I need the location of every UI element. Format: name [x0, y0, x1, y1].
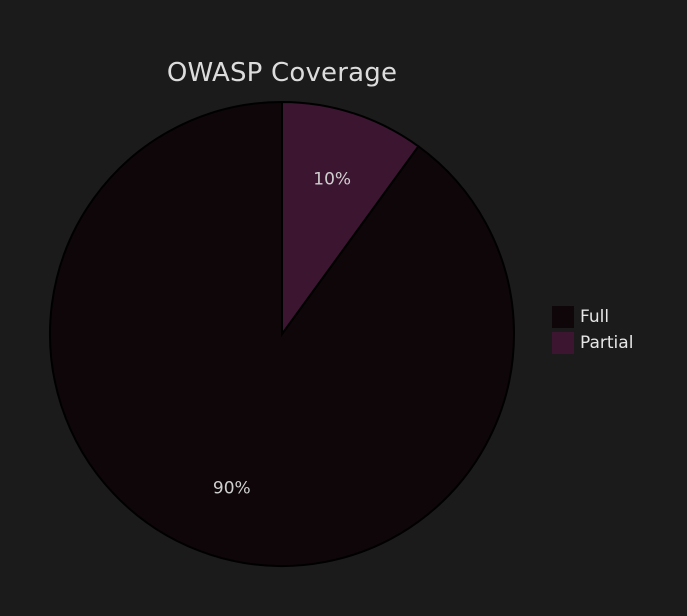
pie-slice-partial [281, 100, 420, 338]
legend-item-full: Full [552, 304, 633, 330]
legend-item-partial: Partial [552, 330, 633, 356]
legend-label-full: Full [580, 307, 610, 327]
slice-label-partial: 10% [313, 170, 351, 190]
slice-label-full: 90% [213, 478, 251, 498]
legend-label-partial: Partial [580, 333, 634, 353]
legend-swatch-full [552, 306, 574, 328]
chart-title: OWASP Coverage [166, 58, 398, 88]
legend-swatch-partial [552, 332, 574, 354]
chart-legend: Full Partial [552, 304, 633, 356]
